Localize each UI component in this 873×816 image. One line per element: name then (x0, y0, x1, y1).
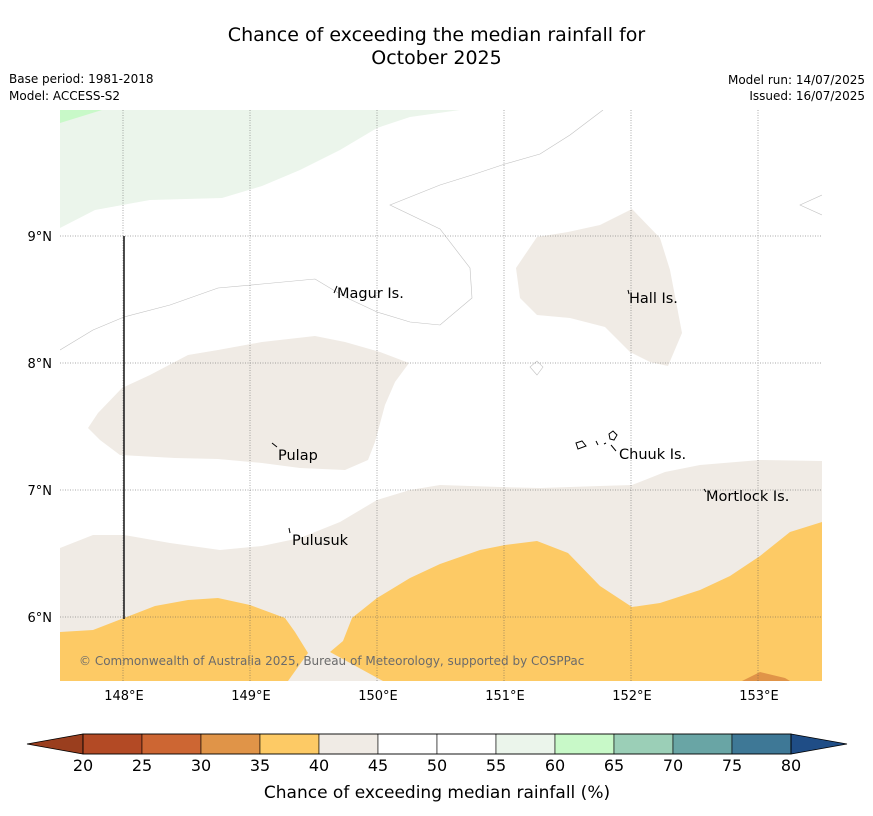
mortlock-island-shape (703, 488, 707, 493)
colorbar-tick-label: 75 (722, 756, 742, 775)
colorbar-segment (259, 733, 320, 755)
colorbar-tick-label: 50 (427, 756, 447, 775)
colorbar-under-arrow (26, 733, 84, 755)
copyright-notice: © Commonwealth of Australia 2025, Bureau… (79, 654, 584, 668)
place-label-mortlock: Mortlock Is. (706, 489, 789, 505)
lat-tick-6n: 6°N (28, 611, 53, 626)
hall-island-shape (627, 289, 630, 295)
colorbar-tick-label: 65 (604, 756, 624, 775)
colorbar-tick-label: 35 (250, 756, 270, 775)
base-period-text: Base period: 1981-2018 (9, 72, 154, 86)
lon-tick-148e: 148°E (104, 689, 144, 704)
colorbar-segments (82, 733, 792, 755)
colorbar-segment (613, 733, 674, 755)
latitude-tick-labels: 9°N 8°N 7°N 6°N (28, 230, 53, 626)
colorbar-segment (495, 733, 556, 755)
lon-tick-150e: 150°E (358, 689, 398, 704)
colorbar-tick-label: 70 (663, 756, 683, 775)
contour-40-45-west-region (88, 336, 409, 470)
issued-text: Issued: 16/07/2025 (749, 89, 865, 103)
contour-35-40-west-region (60, 598, 308, 681)
place-labels: Magur Is. Hall Is. Pulap Chuuk Is. Mortl… (278, 286, 789, 549)
contour-35-40-east-region (330, 522, 822, 681)
colorbar-segment (672, 733, 733, 755)
colorbar-tick-label: 30 (191, 756, 211, 775)
colorbar-over-arrow (790, 733, 848, 755)
colorbar-tick-label: 20 (73, 756, 93, 775)
colorbar-tick-label: 45 (368, 756, 388, 775)
colorbar-tick-label: 55 (486, 756, 506, 775)
colorbar-tick-label: 40 (309, 756, 329, 775)
contour-line-50-55-edge (799, 194, 822, 216)
contour-55-60-region (60, 110, 460, 228)
place-label-pulusuk: Pulusuk (292, 533, 349, 549)
colorbar-segment (200, 733, 261, 755)
place-label-pulap: Pulap (278, 448, 318, 464)
lon-tick-153e: 153°E (739, 689, 779, 704)
place-label-chuuk: Chuuk Is. (619, 447, 686, 463)
colorbar-segment (731, 733, 792, 755)
graticule (60, 110, 822, 681)
lat-tick-8n: 8°N (28, 357, 53, 372)
model-text: Model: ACCESS-S2 (9, 89, 121, 103)
colorbar-segment (436, 733, 497, 755)
colorbar-tick-label: 25 (132, 756, 152, 775)
contour-30-35-region (742, 672, 790, 681)
contour-line-50-55 (60, 110, 604, 351)
lon-tick-151e: 151°E (485, 689, 525, 704)
colorbar-tick-label: 80 (781, 756, 801, 775)
lat-tick-7n: 7°N (28, 484, 53, 499)
map-title-line1: Chance of exceeding the median rainfall … (227, 24, 646, 46)
colorbar-segment (82, 733, 143, 755)
colorbar-segment (318, 733, 379, 755)
pulap-island-shape (271, 442, 278, 448)
model-run-text: Model run: 14/07/2025 (727, 73, 865, 87)
magur-island-shape (333, 285, 338, 294)
colorbar-frame (82, 733, 792, 755)
colorbar-label: Chance of exceeding median rainfall (%) (264, 783, 610, 803)
contour-40-45-east-region (516, 209, 682, 366)
contour-line-50-55-ring (529, 360, 544, 376)
lon-tick-149e: 149°E (231, 689, 271, 704)
lon-tick-152e: 152°E (612, 689, 652, 704)
colorbar: 20 25 30 35 40 45 50 55 60 65 70 75 80 Chance of exc… (26, 733, 848, 803)
colorbar-tick-label: 60 (545, 756, 565, 775)
contour-60-65-region (60, 110, 102, 123)
colorbar-segment (141, 733, 202, 755)
colorbar-segment (554, 733, 615, 755)
colorbar-segment (377, 733, 438, 755)
place-label-magur: Magur Is. (337, 286, 404, 302)
lat-tick-9n: 9°N (28, 230, 53, 245)
map-title-line2: October 2025 (371, 47, 502, 69)
map-plot-area (60, 110, 822, 681)
colorbar-tick-labels: 20 25 30 35 40 45 50 55 60 65 70 75 80 (73, 756, 801, 775)
island-outlines (271, 285, 707, 534)
chuuk-island-shape (575, 430, 618, 452)
pulusuk-island-shape (288, 527, 291, 534)
place-label-hall: Hall Is. (629, 291, 678, 307)
longitude-tick-labels: 148°E 149°E 150°E 151°E 152°E 153°E (104, 689, 779, 704)
